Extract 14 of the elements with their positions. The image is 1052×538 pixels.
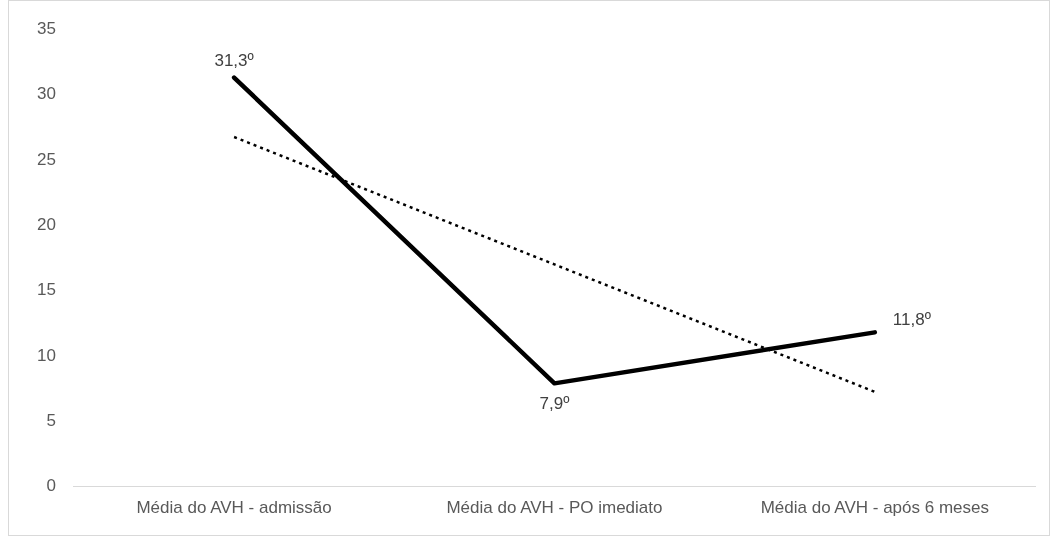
y-tick-label: 35 xyxy=(36,18,56,38)
y-tick-label: 20 xyxy=(36,214,56,234)
data-label: 31,3º xyxy=(214,50,254,70)
y-tick-label: 15 xyxy=(36,280,56,300)
y-tick-label: 0 xyxy=(46,476,56,496)
y-tick-label: 5 xyxy=(46,410,56,430)
y-tick-label: 25 xyxy=(36,149,56,169)
x-tick-label: Média do AVH - admissão xyxy=(136,498,332,518)
data-label: 7,9º xyxy=(539,393,570,413)
x-tick-label: Média do AVH - após 6 meses xyxy=(760,498,989,518)
data-label: 11,8º xyxy=(892,309,931,329)
x-tick-label: Média do AVH - PO imediato xyxy=(446,498,663,518)
y-tick-label: 30 xyxy=(36,84,56,104)
y-tick-label: 10 xyxy=(36,345,56,365)
